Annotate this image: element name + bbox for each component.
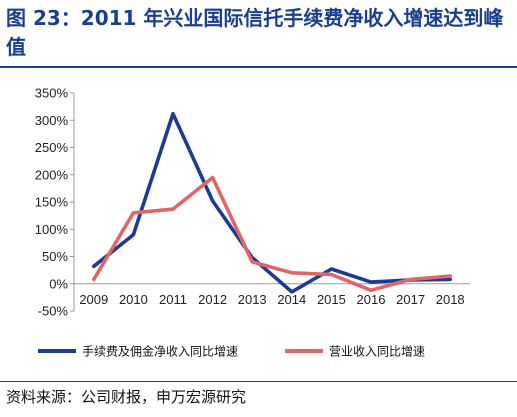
y-tick-label: 50% (42, 249, 68, 264)
y-tick-label: 0% (49, 276, 68, 291)
x-axis-ticks: 2009 2010 2011 2012 2013 2014 2015 2016 2017 2018 (79, 292, 464, 307)
series-line-2 (92, 175, 453, 293)
y-tick-label: 100% (35, 222, 69, 237)
y-tick-label: 300% (35, 113, 69, 128)
x-tick-label: 2016 (357, 292, 386, 307)
y-axis-ticks: 350% 300% 250% 200% 150% 100% 50% 0% -50% (35, 86, 74, 319)
x-tick-label: 2013 (238, 292, 267, 307)
title-rule (0, 66, 517, 68)
y-tick-label: 350% (35, 86, 69, 101)
legend-label-1: 手续费及佣金净收入同比增速 (82, 344, 238, 359)
x-tick-label: 2014 (277, 292, 306, 307)
x-tick-label: 2018 (436, 292, 465, 307)
x-tick-label: 2009 (79, 292, 108, 307)
legend-label-2: 营业收入同比增速 (329, 345, 425, 359)
x-tick-label: 2011 (159, 292, 187, 307)
y-tick-label: 200% (35, 167, 69, 182)
figure-title: 图 23：2011 年兴业国际信托手续费净收入增速达到峰值 (6, 6, 504, 59)
x-tick-label: 2017 (396, 292, 425, 307)
series-lines (92, 111, 453, 294)
x-tick-label: 2015 (317, 292, 346, 307)
source-note: 资料来源：公司财报，申万宏源研究 (6, 388, 247, 406)
line-chart: 350%300%250%200%150%100%50%0%-50% 2009 20… (35, 86, 470, 359)
source-rule (0, 381, 517, 382)
x-tick-label: 2012 (198, 292, 227, 307)
y-tick-label: 250% (35, 140, 69, 155)
y-tick-label: 150% (35, 195, 69, 210)
chart-legend: 手续费及佣金净收入同比增速 营业收入同比增速 (38, 344, 425, 359)
y-tick-label: -50% (38, 304, 69, 319)
series-line-1 (92, 111, 453, 294)
x-tick-label: 2010 (119, 292, 148, 307)
